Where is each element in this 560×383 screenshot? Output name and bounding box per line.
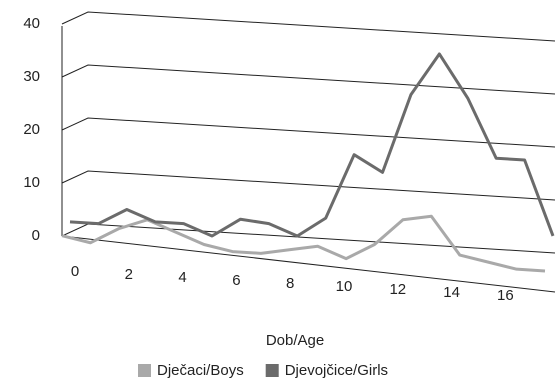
x-tick-label: 6 xyxy=(232,272,240,289)
grid-line xyxy=(61,170,556,201)
grid-line xyxy=(61,117,556,148)
x-tick-label: 8 xyxy=(286,275,294,292)
legend-label: Dječaci/Boys xyxy=(157,362,244,379)
x-tick-label: 12 xyxy=(389,281,406,298)
legend-swatch xyxy=(138,364,151,377)
y-tick-label: 10 xyxy=(23,174,40,191)
legend-swatch xyxy=(265,364,279,377)
y-tick-label: 0 xyxy=(32,227,40,244)
series-line xyxy=(69,52,555,238)
y-tick-label: 30 xyxy=(23,68,40,85)
x-tick-label: 2 xyxy=(125,266,133,283)
grid-line xyxy=(61,64,556,95)
y-tick-label: 40 xyxy=(23,15,40,32)
floor-edge xyxy=(61,235,556,293)
grid-line xyxy=(61,11,556,42)
x-axis-title: Dob/Age xyxy=(266,332,324,349)
x-tick-label: 0 xyxy=(71,263,79,280)
x-tick-label: 14 xyxy=(443,284,460,301)
x-tick-label: 16 xyxy=(497,287,514,304)
y-tick-label: 20 xyxy=(23,121,40,138)
legend-label: Djevojčice/Girls xyxy=(285,362,388,379)
series-line xyxy=(61,214,546,273)
x-tick-label: 10 xyxy=(336,278,353,295)
x-tick-label: 4 xyxy=(178,269,186,286)
